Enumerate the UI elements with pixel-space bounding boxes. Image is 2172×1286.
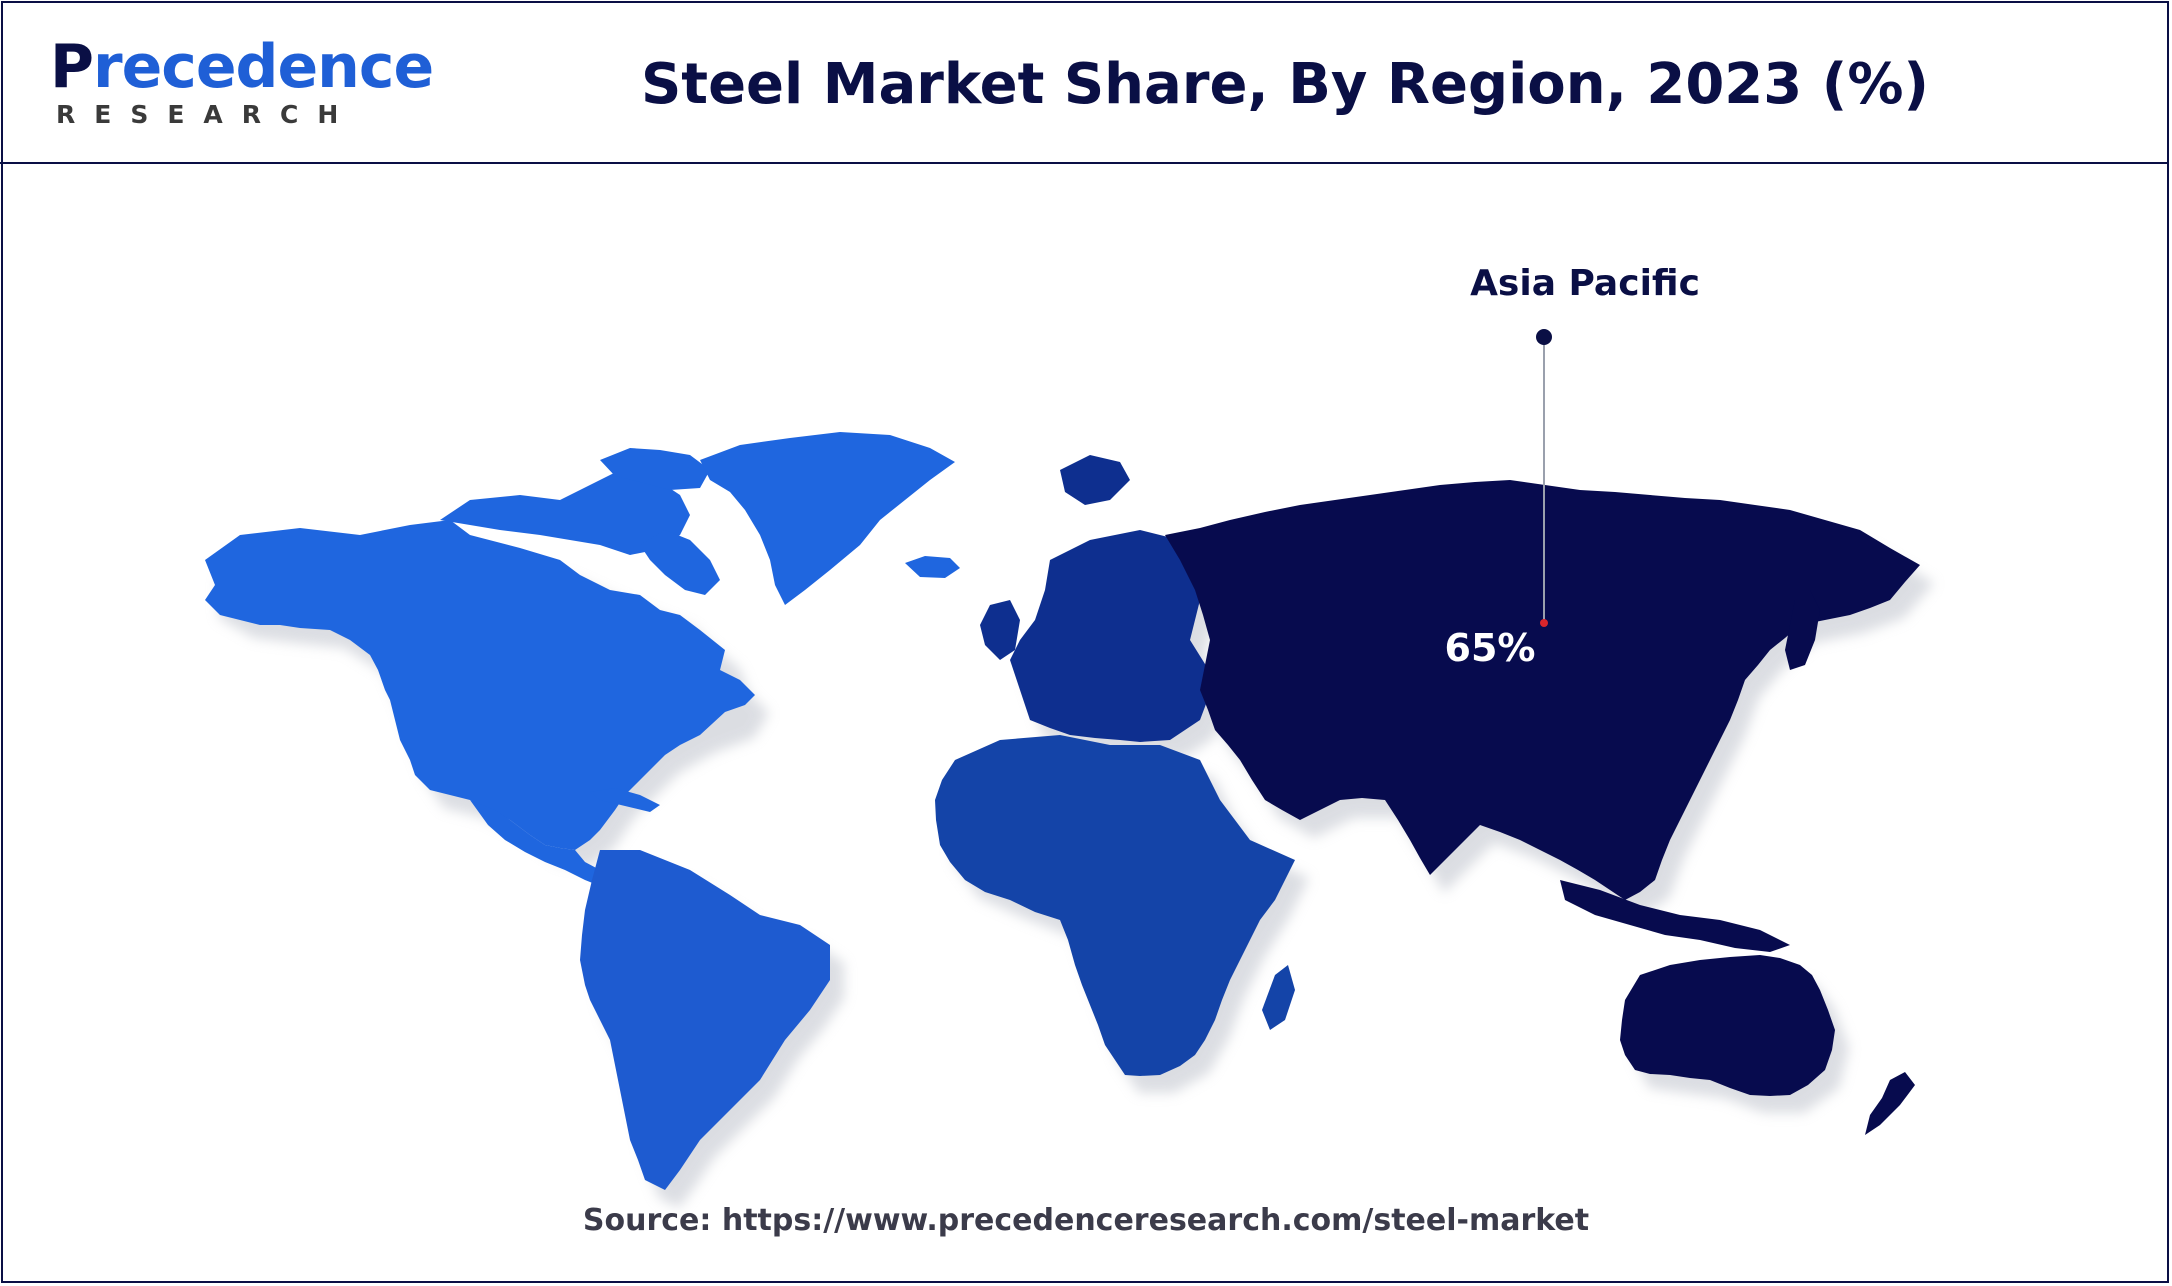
british-isles-shape: [980, 600, 1020, 660]
caribbean-shape: [590, 788, 660, 812]
callout-top-dot: [1536, 329, 1552, 345]
greenland-shape: [700, 432, 955, 605]
canadian-islands-shape: [600, 448, 710, 490]
logo-wordmark: Precedence: [50, 32, 434, 102]
baffin-island-shape: [640, 530, 720, 595]
central-america-shape: [470, 800, 615, 888]
southeast-asia-islands-shape: [1560, 880, 1790, 952]
header: Precedence RESEARCH Steel Market Share, …: [0, 0, 2168, 164]
iceland-shape: [905, 556, 960, 578]
new-zealand-shape: [1865, 1072, 1915, 1135]
latin-america-shape: [580, 850, 830, 1190]
region-asia-pacific[interactable]: [1165, 480, 1920, 1135]
asia-pacific-label: Asia Pacific: [1470, 263, 1700, 304]
asia-pacific-callout: [1536, 329, 1552, 627]
africa-shape: [935, 735, 1295, 1076]
region-latin-america[interactable]: [580, 850, 830, 1190]
asia-pacific-value: 65%: [1444, 626, 1536, 670]
japan-shape: [1785, 590, 1820, 670]
australia-shape: [1620, 955, 1835, 1096]
precedence-research-logo: Precedence RESEARCH: [50, 34, 434, 134]
callout-anchor-dot: [1540, 619, 1548, 627]
asia-shape: [1165, 480, 1920, 900]
scandinavia-shape: [1060, 455, 1130, 505]
source-citation: Source: https://www.precedenceresearch.c…: [582, 1203, 1590, 1238]
europe-shape: [1010, 530, 1215, 742]
region-middle-east-africa[interactable]: [935, 735, 1295, 1076]
logo-subtitle: RESEARCH: [56, 100, 358, 129]
region-europe[interactable]: [980, 455, 1215, 742]
region-north-america[interactable]: [205, 432, 960, 888]
canadian-archipelago-shape: [440, 470, 690, 555]
north-america-shape: [205, 520, 755, 850]
madagascar-shape: [1262, 965, 1295, 1030]
chart-title: Steel Market Share, By Region, 2023 (%): [640, 52, 1930, 117]
